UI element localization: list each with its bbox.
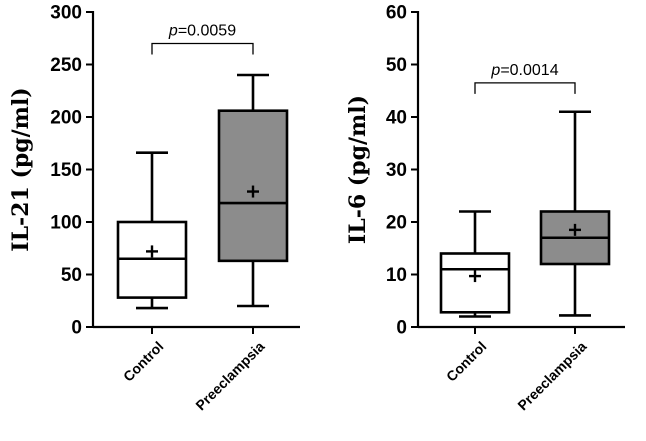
y-tick-label: 50	[61, 265, 82, 286]
y-tick-label: 40	[386, 108, 407, 129]
y-tick-label: 100	[50, 213, 82, 234]
y-tick-label: 60	[386, 3, 407, 24]
y-tick-label: 30	[386, 160, 407, 181]
box-control	[116, 151, 188, 310]
y-tick-label: 50	[386, 55, 407, 76]
x-tick-label: Control	[443, 338, 490, 385]
y-tick-label: 0	[396, 318, 407, 339]
y-axis-title: IL-6 (pg/ml)	[345, 95, 371, 244]
iqr-box	[217, 109, 289, 263]
y-tick-label: 250	[50, 55, 82, 76]
x-tick-label: Preeclampsia	[514, 338, 589, 413]
y-tick-label: 150	[50, 160, 82, 181]
y-tick-label: 10	[386, 265, 407, 286]
p-symbol: p	[168, 23, 178, 40]
significance-bracket	[151, 42, 254, 55]
chart-panel-2: 0 10 20 30 40 50 60 IL-6 (pg/ml) Control Preeclam…	[345, 3, 625, 413]
y-axis-title: IL-21 (pg/ml)	[8, 87, 34, 251]
x-tick-label: Control	[120, 338, 167, 385]
box-preeclampsia	[217, 73, 289, 308]
p-value-label: p=0.0059	[168, 23, 236, 40]
significance-bracket	[474, 82, 576, 94]
p-value-label: p=0.0014	[490, 62, 558, 79]
y-tick-label: 300	[50, 3, 82, 24]
iqr-box	[439, 252, 511, 314]
box-preeclampsia	[539, 110, 611, 317]
y-tick-label: 0	[71, 318, 82, 339]
y-tick-label: 20	[386, 213, 407, 234]
x-tick-label: Preeclampsia	[192, 338, 267, 413]
y-tick-label: 200	[50, 108, 82, 129]
p-value: =0.0014	[500, 62, 558, 79]
p-value: =0.0059	[178, 23, 236, 40]
chart-panel-1: 0 50 100 150 200 250 300 IL-21 (pg/ml) Control Pr…	[8, 3, 300, 413]
box-control	[439, 210, 511, 318]
p-symbol: p	[490, 62, 500, 79]
